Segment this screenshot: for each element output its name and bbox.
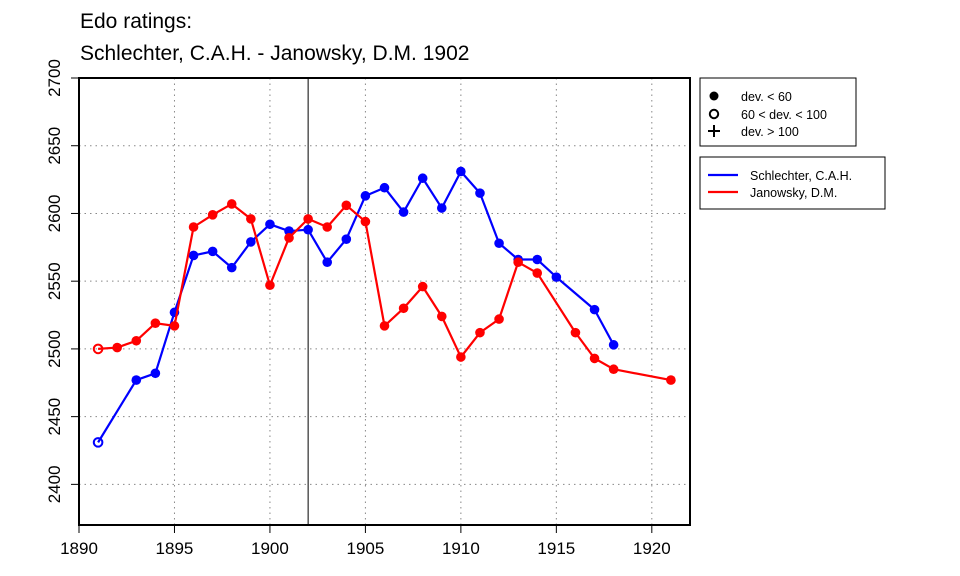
- data-point: [551, 272, 562, 282]
- data-point: [341, 200, 352, 211]
- data-point: [131, 375, 142, 385]
- data-point: [589, 353, 600, 364]
- series-legend-label: Janowsky, D.M.: [750, 186, 837, 200]
- data-point: [265, 280, 275, 291]
- deviation-legend-frame: [699, 77, 857, 147]
- y-tick-label: 2500: [45, 330, 64, 368]
- data-point: [360, 216, 371, 227]
- data-point: [131, 335, 142, 346]
- x-tick-label: 1900: [251, 539, 289, 558]
- data-point: [475, 188, 485, 198]
- data-point: [494, 314, 504, 324]
- data-point: [303, 224, 313, 235]
- x-tick-label: 1910: [442, 539, 480, 558]
- y-tick-label: 2600: [45, 195, 64, 233]
- deviation-legend-label: dev. > 100: [741, 125, 799, 139]
- data-point: [532, 254, 543, 265]
- data-point: [303, 214, 313, 224]
- data-point: [246, 237, 256, 247]
- x-tick-label: 1890: [60, 539, 98, 558]
- data-point: [265, 219, 275, 230]
- data-point: [322, 257, 333, 268]
- data-point: [188, 250, 199, 261]
- data-point: [456, 166, 466, 177]
- data-point: [417, 173, 428, 184]
- plot-frame: [78, 77, 691, 526]
- data-point: [570, 327, 581, 338]
- data-point: [207, 210, 218, 220]
- y-tick-label: 2450: [45, 398, 64, 436]
- data-point: [188, 222, 199, 232]
- data-point: [150, 368, 161, 379]
- data-point: [226, 262, 237, 273]
- y-tick-label: 2700: [45, 59, 64, 97]
- data-point-open: [92, 343, 104, 355]
- data-point: [666, 375, 676, 385]
- data-point: [532, 268, 543, 278]
- data-point: [322, 222, 333, 232]
- x-tick-label: 1895: [156, 539, 194, 558]
- y-tick-label: 2650: [45, 127, 64, 165]
- deviation-legend: dev. < 60 60 < dev. < 100 dev. > 100: [699, 77, 857, 147]
- data-point: [169, 321, 180, 331]
- data-point: [417, 281, 428, 292]
- x-tick-label: 1905: [346, 539, 384, 558]
- x-tick-label: 1915: [537, 539, 575, 558]
- data-point: [456, 352, 466, 362]
- data-point: [112, 342, 122, 353]
- filled-circle-icon: [709, 91, 719, 101]
- y-tick-label: 2550: [45, 262, 64, 300]
- data-point: [436, 311, 447, 322]
- data-point: [398, 207, 409, 217]
- data-point: [475, 327, 485, 338]
- data-point: [398, 303, 409, 314]
- data-point: [226, 199, 237, 209]
- data-point: [379, 321, 390, 331]
- data-point: [284, 233, 294, 243]
- data-point: [436, 203, 447, 213]
- plot-area: 1890 1895 1900 1905 1910 1915 1920 2400 2450 2500…: [45, 59, 691, 558]
- data-point: [284, 226, 294, 236]
- x-tick-label: 1920: [633, 539, 671, 558]
- y-tick-label: 2400: [45, 465, 64, 503]
- data-point: [341, 234, 352, 244]
- plus-icon: [708, 125, 720, 137]
- deviation-legend-label: dev. < 60: [741, 90, 792, 104]
- series-legend-frame: [699, 156, 886, 210]
- data-point: [608, 364, 619, 375]
- data-point-open: [92, 437, 104, 448]
- series-line: [98, 202, 672, 382]
- data-point: [246, 214, 256, 224]
- chart-title: Edo ratings:: [80, 10, 192, 33]
- data-point: [360, 191, 371, 201]
- data-point: [494, 238, 504, 249]
- data-point: [379, 182, 390, 193]
- series-legend-label: Schlechter, C.A.H.: [750, 169, 852, 183]
- data-point: [608, 340, 619, 350]
- data-point: [513, 257, 523, 268]
- open-circle-icon: [708, 108, 720, 120]
- deviation-legend-label: 60 < dev. < 100: [741, 108, 827, 122]
- data-point: [207, 246, 218, 257]
- data-point: [589, 304, 600, 315]
- data-point: [150, 318, 161, 328]
- chart-subtitle: Schlechter, C.A.H. - Janowsky, D.M. 1902: [80, 42, 469, 65]
- series-legend: Schlechter, C.A.H. Janowsky, D.M.: [699, 156, 886, 210]
